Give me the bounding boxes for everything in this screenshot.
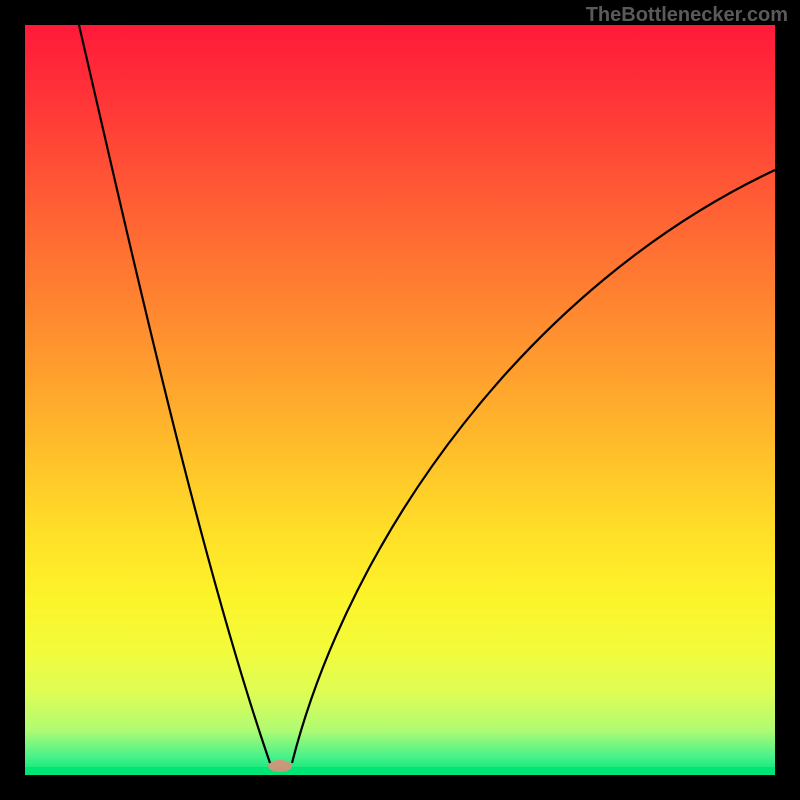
bottom-green-band bbox=[25, 767, 775, 775]
chart-svg bbox=[0, 0, 800, 800]
plot-background bbox=[25, 25, 775, 775]
bottleneck-chart: TheBottlenecker.com bbox=[0, 0, 800, 800]
watermark-text: TheBottlenecker.com bbox=[586, 4, 788, 27]
trough-marker bbox=[268, 760, 292, 772]
